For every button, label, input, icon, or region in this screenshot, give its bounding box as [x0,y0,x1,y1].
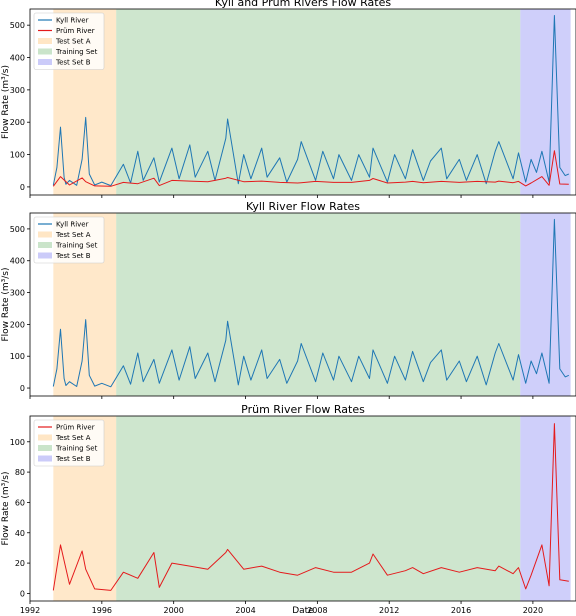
chart-title: Kyll and Prüm Rivers Flow Rates [215,0,391,9]
y-tick-label: 300 [10,289,25,298]
y-tick-label: 100 [10,151,25,160]
legend: Kyll River Test Set A Training Set Test Set… [33,216,105,264]
x-tick-label: 2000 [164,606,184,615]
legend: Kyll River Prüm River Test Set A Training S… [33,12,105,70]
legend-swatch-patch [38,48,52,55]
x-tick-label: 2004 [235,606,255,615]
legend-entry-label: Training Set [55,242,98,250]
legend-box [33,419,105,467]
y-tick-label: 0 [20,384,25,393]
chart-panel-1: 0 100 200 300 400 500 Kyll and Prüm Rivers Flo… [1,0,576,198]
legend-entry-label: Test Set A [55,434,91,442]
legend-swatch-patch [38,231,52,238]
x-tick-label: 1992 [20,606,40,615]
legend-swatch-patch [38,59,52,65]
axes-frame [29,415,576,602]
y-tick-label: 200 [10,320,25,329]
legend-entry-label: Training Set [55,48,98,56]
x-tick-label: 2008 [307,606,327,615]
y-tick-label: 60 [15,498,25,507]
legend-swatch-patch [38,445,52,451]
y-tick-label: 400 [10,54,25,63]
legend-entry-label: Test Set A [55,38,91,46]
y-tick-label: 300 [10,86,25,95]
x-tick-label: 2012 [379,606,399,615]
chart-panel-3: 0 20 40 60 80 100 1992 1996 2000 2004 2008 2012 2016… [1,403,576,616]
series-line-kyll-river [52,218,570,388]
series-line-kyll-river [52,15,570,187]
legend-box [33,12,105,70]
shaded-region-training-set [116,416,521,601]
axes-frame [29,8,576,196]
y-tick-label: 100 [10,352,25,361]
shaded-region-test-set-b [520,9,571,195]
y-axis-label: Flow Rate (m³/s) [1,267,11,341]
legend-entry-label: Kyll River [56,221,89,229]
legend-box [33,216,105,264]
shaded-region-test-set-b [520,416,571,601]
legend-entry-label: Training Set [55,445,98,453]
chart-panel-2: 0 100 200 300 400 500 Kyll River Flow Rates Flo… [1,200,576,399]
y-tick-label: 20 [15,559,25,568]
legend-entry-label: Test Set A [55,231,91,239]
legend: Prüm River Test Set A Training Set Test Set… [33,419,105,467]
legend-entry-label: Test Set B [55,252,91,260]
y-tick-label: 200 [10,118,25,127]
legend-swatch-patch [38,38,52,44]
x-tick-label: 1996 [92,606,112,615]
series-line-prum-river [52,150,569,187]
y-tick-label: 80 [15,468,25,477]
y-tick-label: 500 [10,225,25,234]
chart-title: Prüm River Flow Rates [241,403,365,416]
y-tick-label: 100 [10,438,25,447]
y-tick-label: 500 [10,21,25,30]
y-tick-label: 0 [20,183,25,192]
y-axis-label: Flow Rate (m³/s) [1,471,11,545]
legend-swatch-patch [38,455,52,462]
axes-frame [29,212,576,397]
y-tick-label: 40 [15,529,25,538]
legend-entry-label: Kyll River [56,17,89,25]
legend-entry-label: Prüm River [56,424,95,432]
legend-swatch-patch [38,252,52,259]
x-tick-label: 2020 [523,606,543,615]
chart-title: Kyll River Flow Rates [246,200,360,213]
y-tick-label: 0 [20,589,25,598]
legend-entry-label: Test Set B [55,59,91,67]
legend-entry-label: Prüm River [56,27,95,35]
legend-swatch-patch [38,434,52,441]
legend-entry-label: Test Set B [55,455,91,463]
shaded-region-test-set-b [520,213,571,396]
legend-swatch-patch [38,242,52,248]
x-tick-label: 2016 [451,606,471,615]
x-axis-label: Date [292,606,314,616]
y-tick-label: 400 [10,257,25,266]
series-line-prum-river [52,423,569,591]
y-axis-label: Flow Rate (m³/s) [1,65,11,139]
